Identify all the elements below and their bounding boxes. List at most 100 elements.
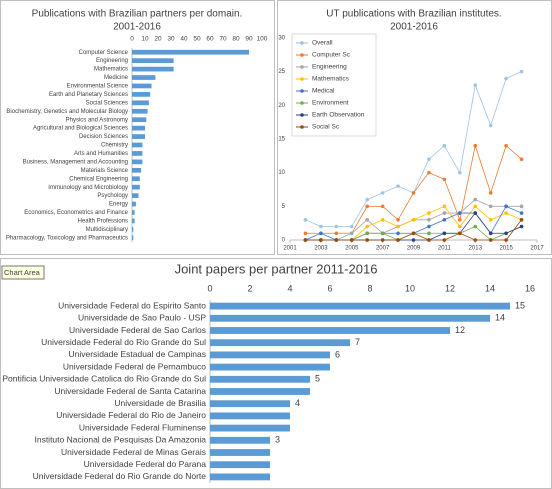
bar (210, 461, 270, 469)
point (334, 238, 339, 242)
y-tick-label: Universidade Federal do Rio de Janeiro (56, 410, 206, 420)
data-label: 12 (455, 325, 465, 335)
y-tick-label: Engineering (96, 58, 128, 64)
point (365, 238, 369, 242)
x-tick-label: 2015 (499, 246, 513, 252)
point (488, 204, 493, 209)
y-tick-label: Universidade de Brasilia (114, 398, 206, 408)
y-tick-label: Pharmacology, Toxicology and Pharmaceuti… (6, 235, 128, 241)
bar (210, 449, 270, 456)
legend-swatch (300, 65, 304, 69)
point (504, 143, 508, 148)
y-tick-label: 10 (278, 170, 285, 176)
legend-swatch (300, 53, 304, 57)
y-tick-label: Physics and Astronomy (66, 117, 128, 123)
point (427, 231, 431, 236)
x-tick-label: 2017 (530, 246, 544, 252)
y-tick-label: Universidade de Sao Paulo - USP (78, 313, 206, 323)
y-tick-label: Mathematics (94, 67, 128, 73)
point (427, 170, 431, 175)
bar (210, 424, 290, 432)
y-tick-label: Arts and Humanities (74, 151, 128, 157)
y-tick-label: Universidade Federal de Santa Catarina (54, 386, 206, 396)
y-tick-label: Universidade Federal do Parana (84, 459, 207, 469)
bar (210, 375, 310, 383)
bar (210, 327, 450, 334)
point (365, 224, 369, 229)
point (396, 218, 400, 222)
legend-label: Mathematics (312, 76, 350, 83)
point (319, 238, 323, 242)
point (396, 224, 400, 229)
y-tick-label: 0 (282, 238, 286, 244)
point (504, 204, 508, 209)
point (473, 83, 478, 87)
bar (132, 201, 136, 207)
point (427, 157, 431, 161)
x-tick-label: 80 (232, 36, 240, 43)
x-tick-label: 2011 (438, 246, 452, 252)
y-tick-label: Social Sciences (86, 100, 128, 106)
bar (132, 226, 134, 232)
y-tick-label: Biochemistry, Genetics and Molecular Bio… (6, 109, 128, 115)
bar (210, 436, 270, 444)
point (380, 191, 385, 195)
point (473, 143, 478, 148)
legend-swatch (300, 41, 304, 45)
point (519, 204, 524, 209)
point (442, 177, 447, 182)
data-label: 14 (495, 313, 505, 323)
y-tick-label: Health Professions (78, 218, 128, 224)
legend-label: Overall (312, 40, 333, 47)
x-tick-label: 50 (193, 36, 201, 43)
y-tick-label: Instituto Nacional de Pesquisas Da Amazo… (34, 435, 206, 445)
point (349, 224, 354, 229)
x-tick-label: 4 (287, 283, 292, 293)
x-tick-label: 0 (130, 36, 134, 43)
y-tick-label: Energy (109, 202, 128, 208)
chart-title: Joint papers per partner 2011-2016 (175, 261, 378, 276)
x-tick-label: 2003 (314, 246, 328, 252)
point (488, 191, 493, 195)
legend-label: Computer Sc (312, 52, 351, 59)
y-tick-label: Economics, Econometrics and Finance (24, 210, 128, 216)
point (442, 211, 447, 215)
point (488, 238, 493, 242)
bar (132, 159, 143, 165)
bar (210, 400, 290, 408)
y-tick-label: Universidade Federal de Sao Carlos (69, 325, 206, 335)
y-tick-label: Universidade Federal de Minas Gerais (61, 447, 206, 457)
bar (132, 117, 147, 123)
y-tick-label: 20 (278, 103, 285, 109)
bar (132, 142, 143, 148)
x-tick-label: 20 (154, 36, 162, 43)
point (380, 218, 385, 222)
bar (132, 66, 174, 72)
point (380, 238, 385, 242)
point (488, 218, 493, 222)
point (396, 231, 400, 236)
point (458, 211, 462, 215)
y-tick-label: Chemical Engineering (69, 176, 128, 182)
y-tick-label: Environmental Science (67, 84, 129, 90)
x-tick-label: 90 (245, 36, 253, 43)
x-tick-label: 30 (167, 36, 175, 43)
bar (210, 388, 310, 395)
x-tick-label: 8 (367, 283, 372, 293)
y-tick-label: Psychology (97, 193, 128, 199)
bar (132, 125, 145, 131)
point (488, 123, 493, 128)
y-tick-label: Universidade Estadual de Campinas (69, 349, 207, 359)
bar (132, 134, 145, 139)
y-tick-label: 5 (282, 204, 286, 210)
x-tick-label: 60 (206, 36, 214, 43)
x-tick-label: 2013 (469, 246, 483, 252)
point (427, 224, 431, 229)
data-label: 15 (515, 300, 525, 310)
point (427, 211, 431, 215)
point (473, 224, 478, 229)
bar (132, 108, 148, 114)
x-tick-label: 100 (257, 36, 268, 43)
bar (132, 58, 174, 64)
